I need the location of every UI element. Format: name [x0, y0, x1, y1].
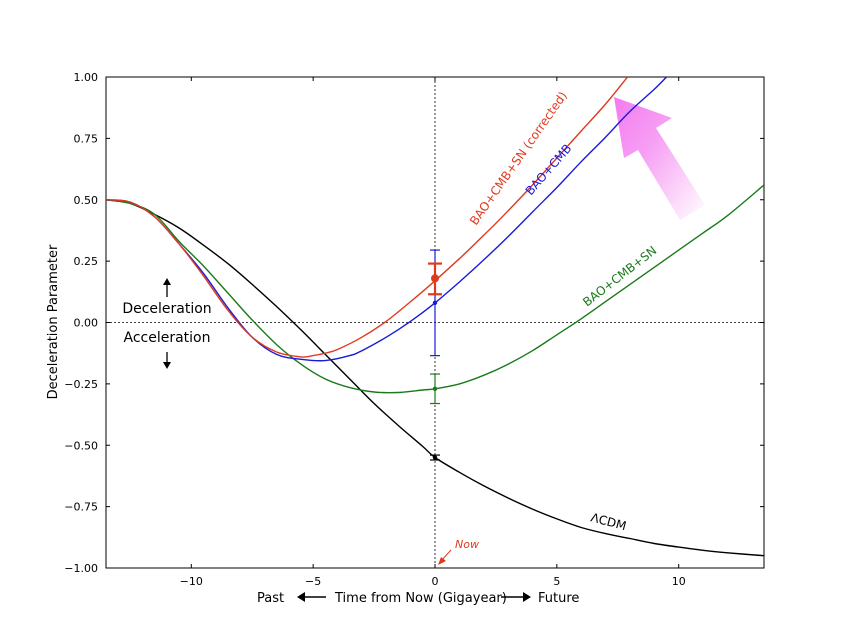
data-point: [432, 386, 438, 391]
acceleration-label: Acceleration: [124, 330, 211, 346]
trend-arrow-icon: [614, 97, 705, 220]
up-arrow-icon: [163, 278, 171, 297]
y-tick-label: −1.00: [64, 562, 98, 575]
y-axis-label: Deceleration Parameter: [46, 244, 61, 399]
series-line-bao-cmb-sn-corrected-: [106, 77, 629, 358]
now-arrow-icon: [438, 549, 452, 565]
series-label-bao-cmb-sn: BAO+CMB+SN: [580, 243, 659, 309]
deceleration-label: Deceleration: [122, 301, 211, 317]
series-line-bao-cmb-sn: [106, 184, 764, 394]
y-tick-label: −0.75: [64, 501, 98, 514]
x-axis-future-label: Future: [538, 591, 579, 606]
y-axis-ticks: −1.00 −0.75 −0.50 −0.25 0.00 0.25 0.50 0.75 1.00: [64, 71, 764, 575]
series-line--cdm: [106, 199, 764, 557]
down-arrow-icon: [163, 352, 171, 369]
series-points: [428, 249, 442, 461]
left-arrow-icon: [297, 592, 326, 602]
series-curves: [106, 77, 764, 557]
x-tick-label: 0: [432, 575, 439, 588]
y-tick-label: 0.75: [74, 132, 99, 145]
series-label-lcdm: ΛCDM: [589, 510, 628, 533]
x-axis-past-label: Past: [257, 591, 284, 606]
x-axis-label: Time from Now (Gigayear): [334, 591, 507, 606]
y-tick-label: 0.00: [74, 317, 99, 330]
y-tick-label: 0.25: [74, 255, 99, 268]
data-point: [432, 300, 438, 306]
x-tick-label: 5: [553, 575, 560, 588]
series-line-bao-cmb: [106, 77, 667, 362]
data-point: [432, 455, 438, 460]
x-tick-label: 10: [672, 575, 686, 588]
y-tick-label: −0.50: [64, 439, 98, 452]
data-point: [431, 274, 439, 283]
y-tick-label: 1.00: [74, 71, 99, 84]
y-tick-label: −0.25: [64, 378, 98, 391]
right-arrow-icon: [501, 592, 531, 602]
x-tick-label: −10: [180, 575, 203, 588]
x-axis-ticks: −10 −5 0 5 10: [180, 77, 686, 588]
x-tick-label: −5: [305, 575, 321, 588]
now-label: Now: [455, 538, 479, 551]
y-tick-label: 0.50: [74, 194, 99, 207]
